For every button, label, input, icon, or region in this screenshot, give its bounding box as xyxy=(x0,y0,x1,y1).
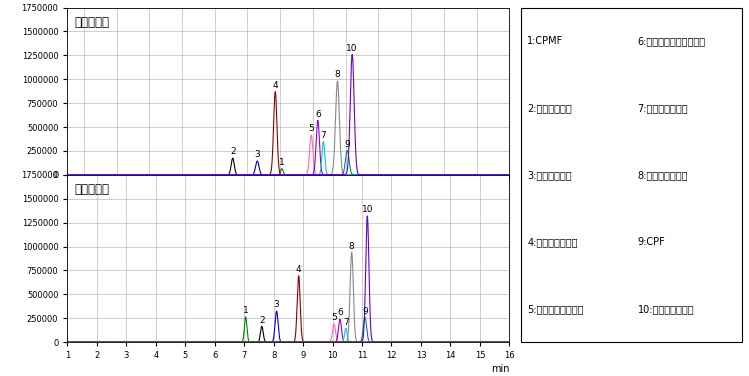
Text: 1: 1 xyxy=(243,306,249,315)
Text: 9: 9 xyxy=(362,306,368,315)
Text: 2:ジノテフラン: 2:ジノテフラン xyxy=(527,103,572,113)
Text: 6: 6 xyxy=(315,110,321,118)
Text: 1: 1 xyxy=(279,158,285,167)
Text: 10:チアクロプリド: 10:チアクロプリド xyxy=(637,304,694,314)
FancyBboxPatch shape xyxy=(521,8,742,342)
Text: 6:チアクロプリドアミド: 6:チアクロプリドアミド xyxy=(637,36,706,46)
Text: 3:ニテンピラム: 3:ニテンピラム xyxy=(527,170,571,180)
Text: min: min xyxy=(491,364,509,374)
Text: 7: 7 xyxy=(321,130,327,139)
Text: 6: 6 xyxy=(337,308,343,317)
Text: 5:イミダクロプリド: 5:イミダクロプリド xyxy=(527,304,583,314)
Text: 10: 10 xyxy=(362,205,373,214)
Text: 4:チアメトキサム: 4:チアメトキサム xyxy=(527,237,577,247)
Text: 3: 3 xyxy=(255,150,260,159)
Text: 5: 5 xyxy=(309,124,314,133)
Text: 2: 2 xyxy=(259,316,264,324)
Text: 中性移動相: 中性移動相 xyxy=(74,16,109,29)
Text: 7: 7 xyxy=(343,318,349,327)
Text: 10: 10 xyxy=(347,44,358,53)
Text: 8: 8 xyxy=(335,70,340,79)
Text: 9: 9 xyxy=(345,140,351,149)
Text: 4: 4 xyxy=(296,265,302,274)
Text: 9:CPF: 9:CPF xyxy=(637,237,665,247)
Text: 酸性移動相: 酸性移動相 xyxy=(74,183,109,196)
Text: 7:クロチアニジン: 7:クロチアニジン xyxy=(637,103,688,113)
Text: 4: 4 xyxy=(273,81,278,90)
Text: 5: 5 xyxy=(331,313,337,322)
Text: 3: 3 xyxy=(273,300,279,309)
Text: 8:アセタミプリド: 8:アセタミプリド xyxy=(637,170,688,180)
Text: 1:CPMF: 1:CPMF xyxy=(527,36,563,46)
Text: 8: 8 xyxy=(349,241,354,250)
Text: 2: 2 xyxy=(230,147,235,156)
